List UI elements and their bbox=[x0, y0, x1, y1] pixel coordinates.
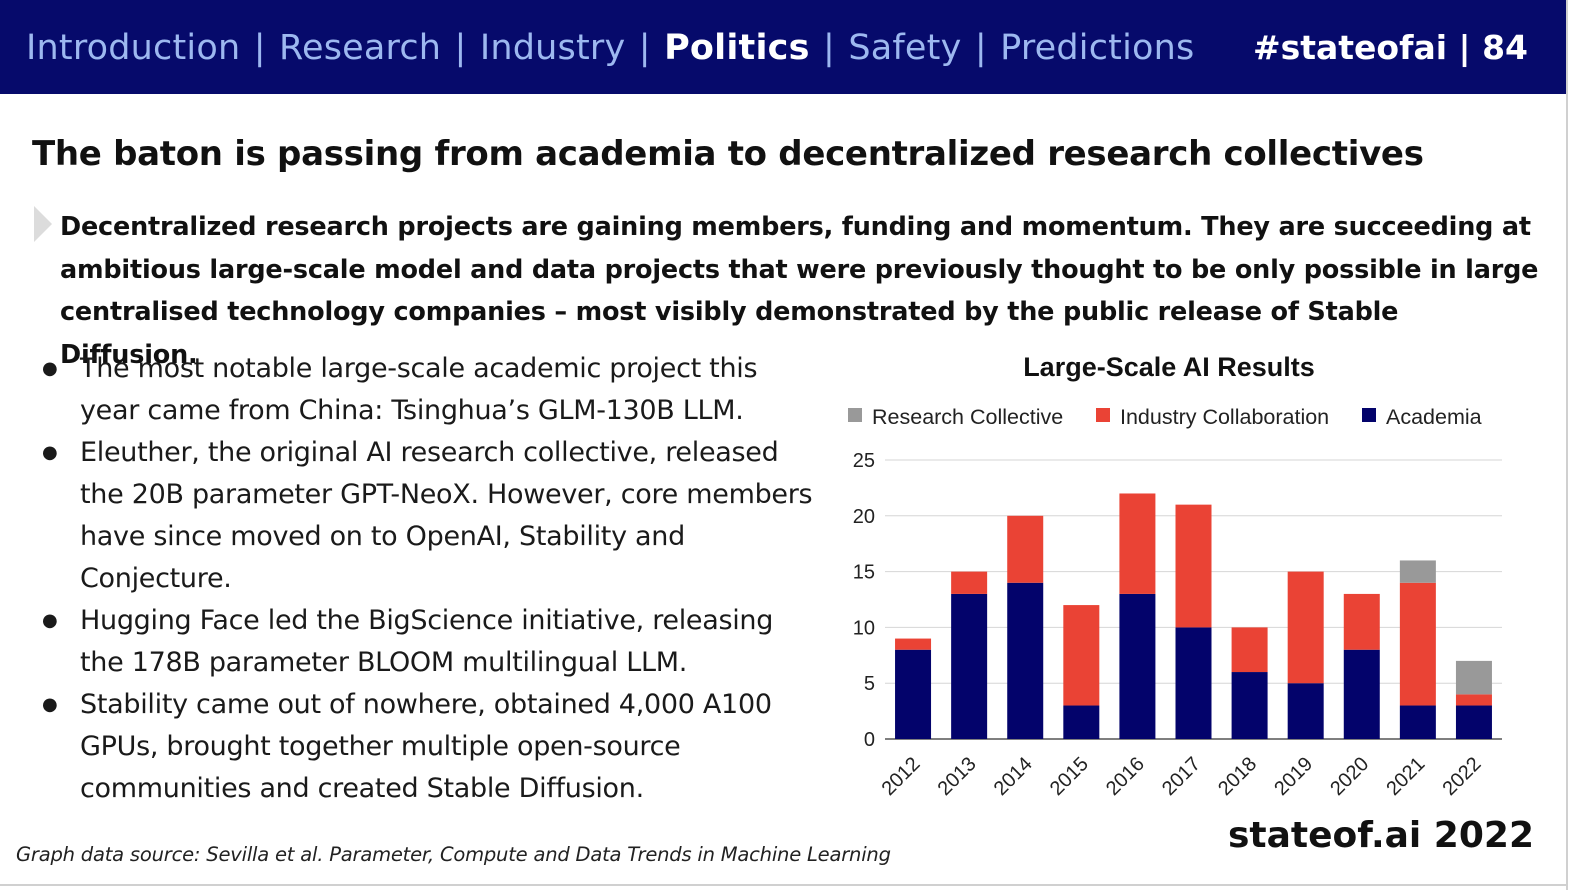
bar-segment bbox=[1455, 705, 1492, 739]
x-tick-label: 2022 bbox=[1438, 753, 1485, 800]
slide-border-bottom bbox=[0, 884, 1568, 886]
bar-segment bbox=[1343, 649, 1380, 739]
y-tick-label: 0 bbox=[864, 729, 875, 751]
nav-separator: | bbox=[823, 28, 835, 68]
bar-segment bbox=[1175, 627, 1212, 739]
bar-segment bbox=[1007, 582, 1044, 739]
bar-segment bbox=[1287, 571, 1324, 684]
nav-separator: | bbox=[638, 28, 651, 68]
bar-segment bbox=[1063, 705, 1100, 739]
nav-item-research[interactable]: Research bbox=[279, 28, 442, 68]
bar-segment bbox=[1007, 515, 1044, 583]
x-tick-label: 2013 bbox=[934, 753, 981, 800]
nav-separator: | bbox=[974, 28, 987, 68]
bar-segment bbox=[895, 649, 932, 739]
bar-segment bbox=[951, 593, 988, 739]
bullet-item: The most notable large-scale academic pr… bbox=[42, 348, 822, 432]
bar-segment bbox=[1119, 593, 1156, 739]
bar-segment bbox=[1399, 705, 1436, 739]
x-tick-label: 2018 bbox=[1214, 753, 1261, 800]
x-tick-label: 2015 bbox=[1046, 753, 1093, 800]
y-tick-label: 15 bbox=[853, 562, 875, 584]
bar-segment bbox=[1343, 593, 1380, 650]
y-tick-label: 25 bbox=[853, 450, 875, 472]
bullet-item: Hugging Face led the BigScience initiati… bbox=[42, 600, 822, 684]
nav-item-politics[interactable]: Politics bbox=[664, 28, 810, 68]
stacked-bar-chart: Large-Scale AI Results Research Collectiv… bbox=[848, 352, 1502, 800]
section-nav: Introduction | Research | Industry | Pol… bbox=[26, 28, 1194, 68]
chevron-right-icon bbox=[34, 206, 52, 242]
bar-segment bbox=[1119, 493, 1156, 594]
bullet-list: The most notable large-scale academic pr… bbox=[42, 348, 822, 810]
chart-title: Large-Scale AI Results bbox=[1023, 352, 1315, 382]
y-tick-label: 5 bbox=[864, 673, 875, 695]
legend-label: Research Collective bbox=[872, 405, 1063, 429]
x-tick-label: 2020 bbox=[1326, 753, 1373, 800]
x-tick-label: 2012 bbox=[878, 753, 925, 800]
bar-segment bbox=[951, 571, 988, 594]
slide-title: The baton is passing from academia to de… bbox=[32, 134, 1424, 174]
bullet-item: Stability came out of nowhere, obtained … bbox=[42, 684, 822, 810]
bar-segment bbox=[1175, 504, 1212, 628]
nav-separator: | bbox=[454, 28, 467, 68]
slide-border-right bbox=[1566, 0, 1568, 890]
bar-segment bbox=[1399, 560, 1436, 583]
legend-label: Academia bbox=[1386, 405, 1482, 429]
header-bar: Introduction | Research | Industry | Pol… bbox=[0, 0, 1568, 94]
nav-separator: | bbox=[253, 28, 266, 68]
bar-segment bbox=[1063, 605, 1100, 706]
bar-segment bbox=[1399, 582, 1436, 706]
bar-segment bbox=[1231, 627, 1268, 673]
bar-segment bbox=[1455, 660, 1492, 695]
y-tick-label: 20 bbox=[853, 506, 875, 528]
bullet-item: Eleuther, the original AI research colle… bbox=[42, 432, 822, 600]
legend-swatch bbox=[848, 408, 862, 422]
nav-item-predictions[interactable]: Predictions bbox=[1000, 28, 1195, 68]
legend-swatch bbox=[1362, 408, 1376, 422]
bar-segment bbox=[1287, 683, 1324, 739]
bar-segment bbox=[1231, 672, 1268, 739]
legend-swatch bbox=[1096, 408, 1110, 422]
x-tick-label: 2014 bbox=[990, 753, 1037, 800]
brand-footer: stateof.ai 2022 bbox=[1227, 815, 1534, 856]
x-tick-label: 2019 bbox=[1270, 753, 1317, 800]
nav-item-industry[interactable]: Industry bbox=[479, 28, 626, 68]
page-tag: #stateofai | 84 bbox=[1252, 28, 1528, 67]
nav-item-introduction[interactable]: Introduction bbox=[26, 28, 241, 68]
x-tick-label: 2021 bbox=[1382, 753, 1429, 800]
bar-segment bbox=[1455, 694, 1492, 706]
slide-subtitle: Decentralized research projects are gain… bbox=[60, 212, 1539, 370]
x-tick-label: 2016 bbox=[1102, 753, 1149, 800]
legend-label: Industry Collaboration bbox=[1120, 405, 1329, 429]
nav-item-safety[interactable]: Safety bbox=[848, 28, 962, 68]
x-tick-label: 2017 bbox=[1158, 753, 1205, 800]
graph-source-note: Graph data source: Sevilla et al. Parame… bbox=[16, 843, 891, 866]
bar-segment bbox=[895, 638, 932, 650]
y-tick-label: 10 bbox=[853, 617, 875, 639]
